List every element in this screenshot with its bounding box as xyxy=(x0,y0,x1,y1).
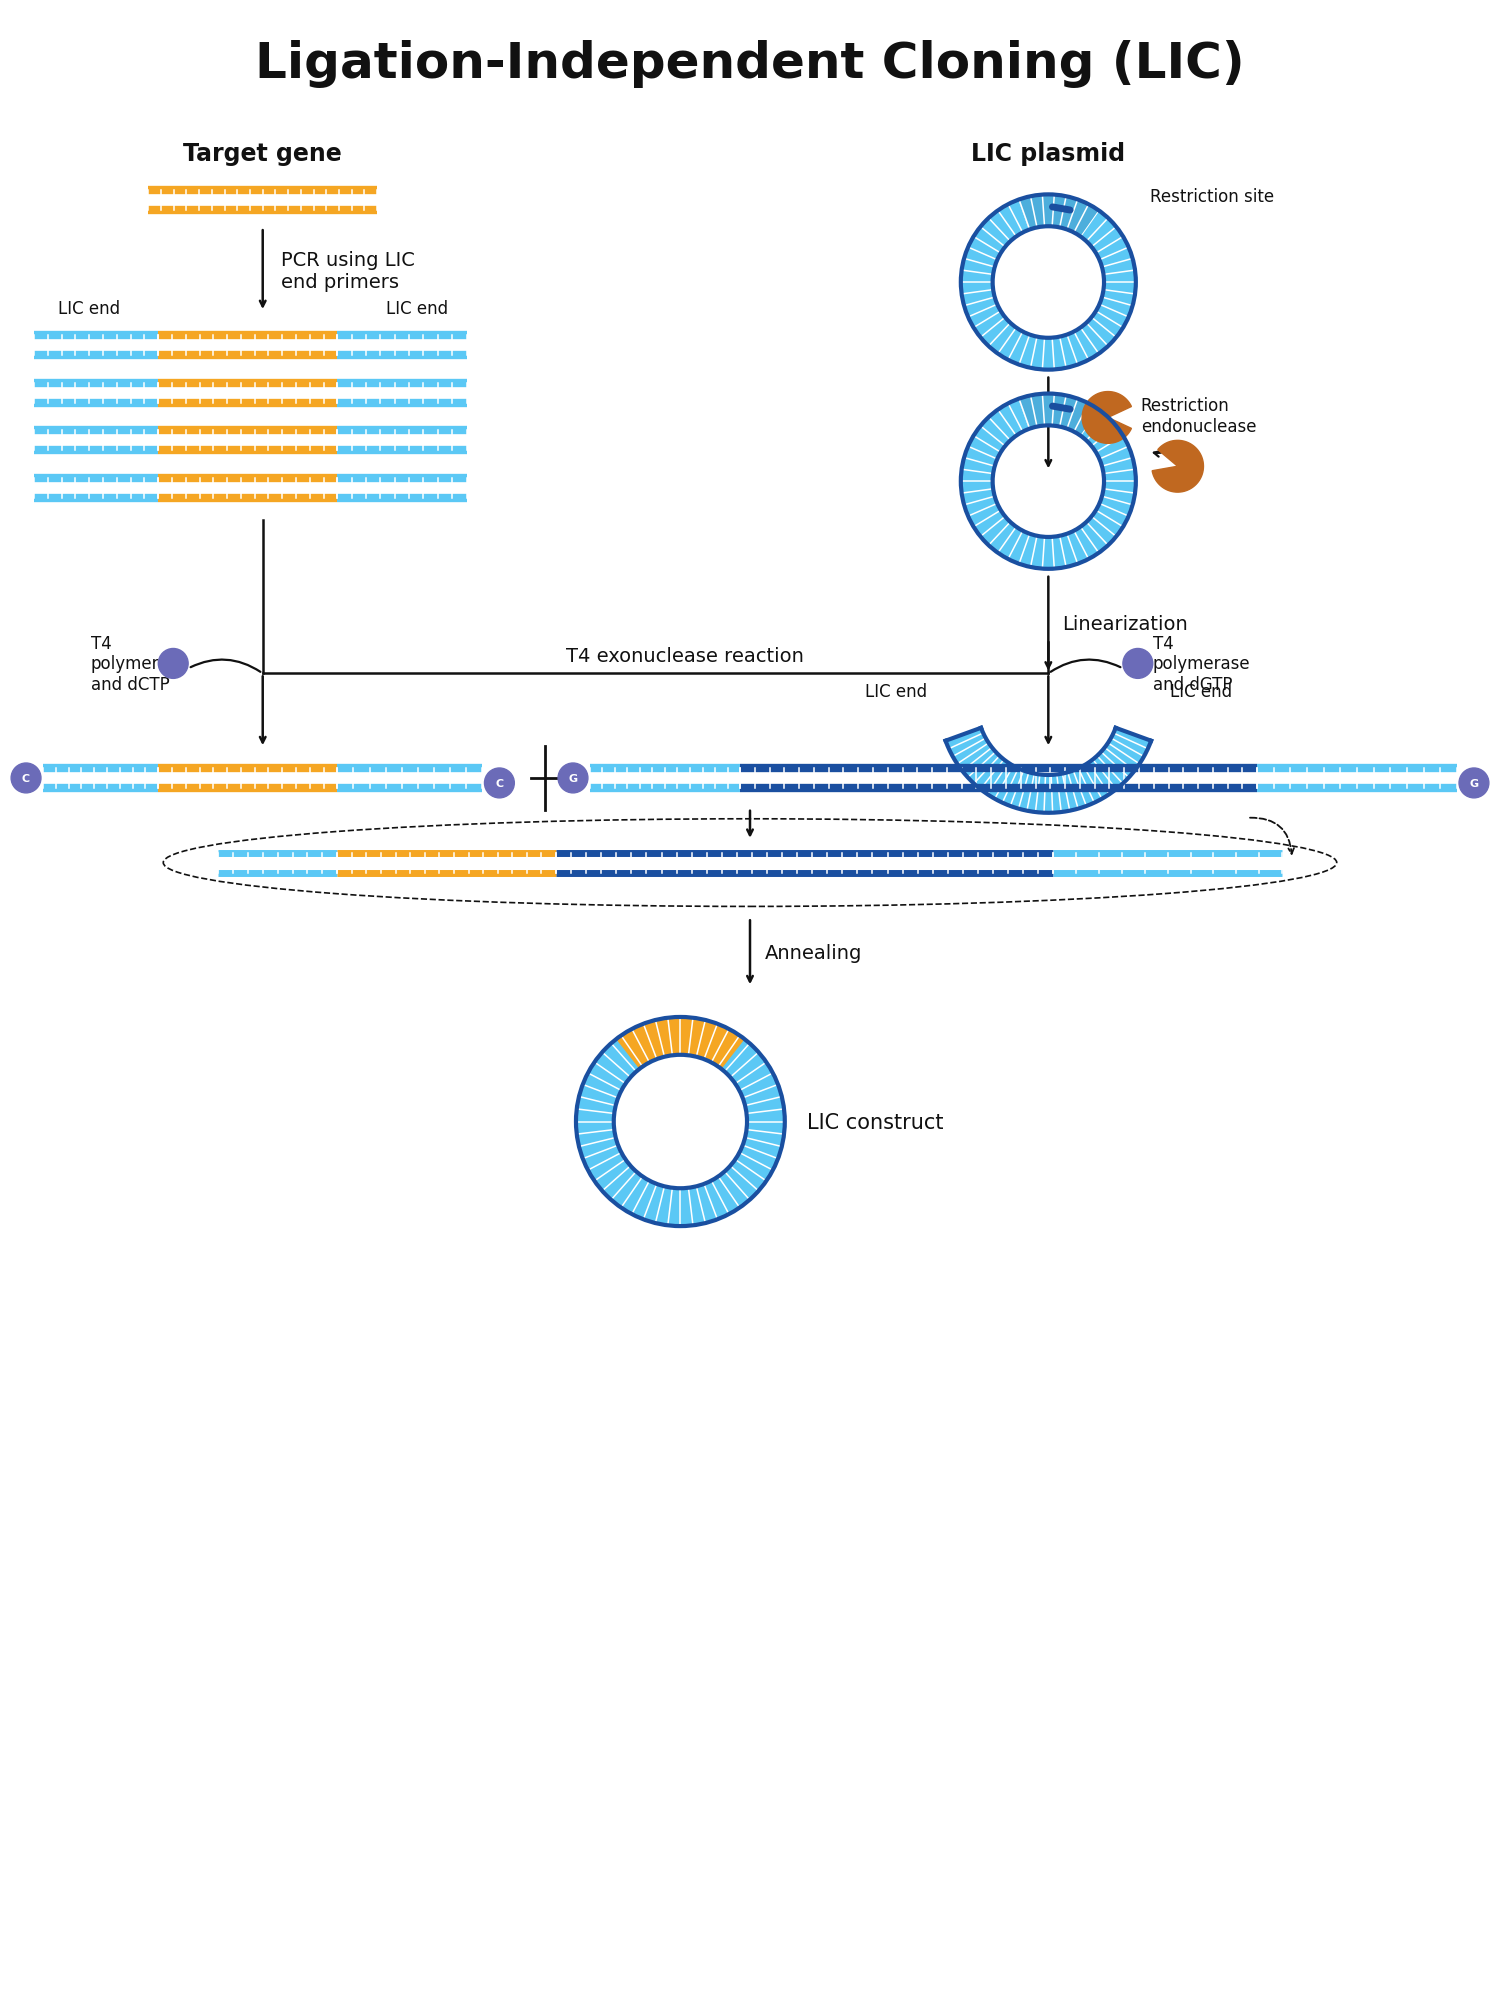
Text: Linearization: Linearization xyxy=(1062,614,1188,634)
Text: C: C xyxy=(495,779,504,789)
Text: PCR using LIC
end primers: PCR using LIC end primers xyxy=(280,250,414,292)
Text: C: C xyxy=(22,773,30,783)
Text: G: G xyxy=(1470,779,1479,789)
Circle shape xyxy=(1460,769,1490,798)
Text: Ligation-Independent Cloning (LIC): Ligation-Independent Cloning (LIC) xyxy=(255,40,1245,89)
Text: LIC end: LIC end xyxy=(865,683,927,701)
Polygon shape xyxy=(1152,441,1203,493)
Text: T4
polymerase
and dCTP: T4 polymerase and dCTP xyxy=(90,634,189,695)
Text: G: G xyxy=(568,773,578,783)
Circle shape xyxy=(159,649,188,679)
Circle shape xyxy=(1124,649,1152,679)
Circle shape xyxy=(10,763,40,794)
Text: Restriction
endonuclease: Restriction endonuclease xyxy=(1142,397,1257,435)
Text: Target gene: Target gene xyxy=(183,141,342,165)
Text: LIC construct: LIC construct xyxy=(807,1112,944,1132)
Wedge shape xyxy=(616,1017,744,1069)
Text: T4
polymerase
and dGTP: T4 polymerase and dGTP xyxy=(1152,634,1251,695)
Text: T4 exonuclease reaction: T4 exonuclease reaction xyxy=(567,646,804,667)
Wedge shape xyxy=(1019,395,1098,437)
Text: LIC end: LIC end xyxy=(57,300,120,318)
Circle shape xyxy=(614,1055,747,1188)
Text: Annealing: Annealing xyxy=(765,943,862,963)
Wedge shape xyxy=(945,729,1150,814)
Circle shape xyxy=(993,228,1104,338)
Circle shape xyxy=(993,427,1104,538)
Polygon shape xyxy=(1082,393,1131,445)
Wedge shape xyxy=(1019,195,1098,238)
Text: Restriction site: Restriction site xyxy=(1150,187,1274,205)
Circle shape xyxy=(558,763,588,794)
Text: LIC end: LIC end xyxy=(1170,683,1232,701)
Text: LIC end: LIC end xyxy=(386,300,448,318)
Circle shape xyxy=(484,769,514,798)
Text: LIC plasmid: LIC plasmid xyxy=(972,141,1125,165)
